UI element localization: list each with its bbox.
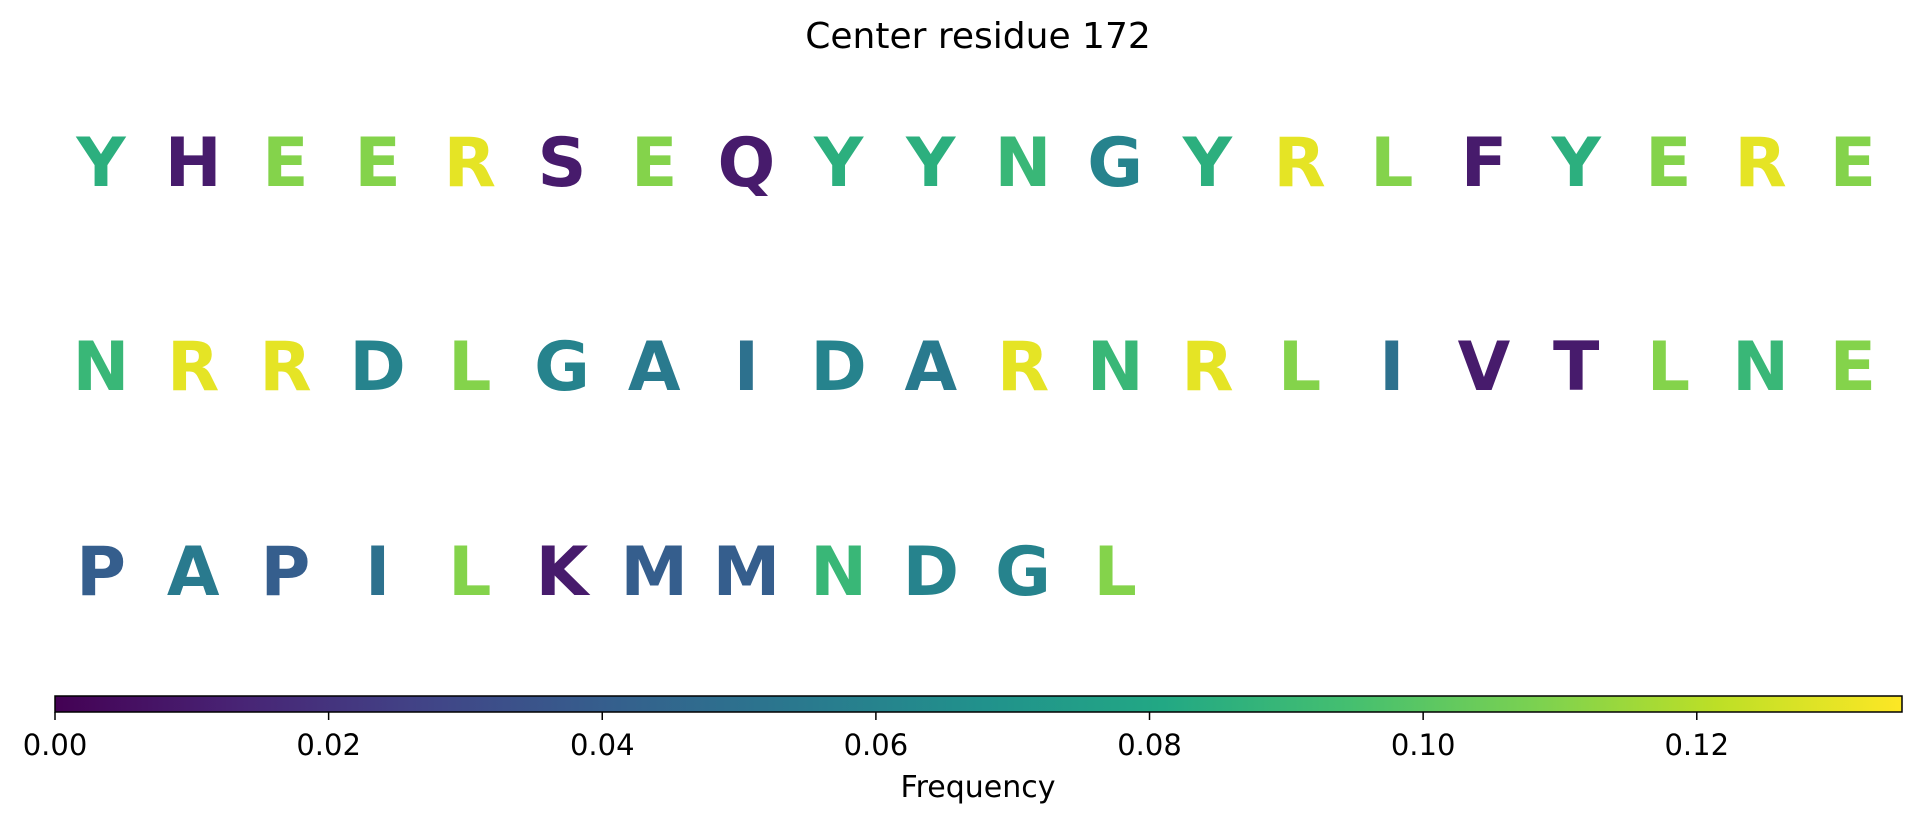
colorbar: 0.00 0.02 0.04 0.06 0.08 0.10 0.12 Frequency [23,695,1903,805]
colorbar-ticks: 0.00 0.02 0.04 0.06 0.08 0.10 0.12 [23,712,1729,762]
residue-letter: L [1278,328,1321,407]
residue-letter: M [620,533,688,612]
residue-letter: R [1273,124,1325,203]
residue-letter: R [167,328,219,407]
residue-letter: N [810,533,867,612]
residue-letter: P [76,533,126,612]
residue-letter: E [1830,124,1876,203]
colorbar-tick-label: 0.06 [844,728,909,762]
residue-letter: F [1461,124,1507,203]
residue-letter: E [354,124,400,203]
colorbar-gradient [54,695,1903,713]
residue-letter: A [628,328,681,407]
residue-letter: L [1647,328,1690,407]
residue-letter: T [1553,328,1600,407]
residue-letter: N [1087,328,1144,407]
residue-letter: D [903,533,959,612]
residue-letter: K [536,533,591,612]
residue-letter: R [444,124,496,203]
residue-letter: S [538,124,587,203]
residue-letter: L [1094,533,1137,612]
residue-letter: I [1379,328,1404,407]
residue-letter: Y [1551,124,1602,203]
residue-letter: R [1734,124,1786,203]
residue-letter: L [448,533,491,612]
residue-letter: E [1645,124,1691,203]
colorbar-tick-label: 0.00 [23,728,88,762]
colorbar-label: Frequency [901,770,1056,805]
residue-letter: E [631,124,677,203]
residue-letter: N [995,124,1052,203]
residue-letter: N [1732,328,1789,407]
residue-letter: Y [75,124,126,203]
residue-grid: Y H E E R S E Q Y Y N G Y R L F Y E R EN R R D L G A I D A R N R L I V T L N E… [73,124,1876,612]
colorbar-tick-label: 0.10 [1391,728,1456,762]
residue-letter: H [165,124,222,203]
colorbar-tick-label: 0.12 [1664,728,1729,762]
residue-letter: G [1087,124,1143,203]
colorbar-tick-label: 0.04 [570,728,635,762]
residue-letter: Y [813,124,864,203]
residue-letter: E [262,124,308,203]
residue-letter: Y [905,124,956,203]
residue-letter: G [534,328,590,407]
residue-letter: D [810,328,866,407]
residue-letter: R [997,328,1049,407]
residue-letter: I [734,328,759,407]
residue-letter: I [365,533,390,612]
residue-letter: A [904,328,957,407]
chart-title: Center residue 172 [805,16,1151,57]
residue-letter: R [1181,328,1233,407]
residue-letter: G [995,533,1051,612]
residue-letter: E [1830,328,1876,407]
residue-letter: R [259,328,311,407]
residue-letter: P [260,533,310,612]
residue-letter: V [1458,328,1511,407]
residue-letter: N [73,328,130,407]
residue-letter: A [167,533,220,612]
residue-letter: M [713,533,781,612]
residue-letter: L [1370,124,1413,203]
residue-letter: Y [1182,124,1233,203]
residue-letter: Q [717,124,775,203]
residue-letter: L [448,328,491,407]
colorbar-tick-label: 0.08 [1117,728,1182,762]
colorbar-tick-label: 0.02 [296,728,361,762]
residue-letter: D [349,328,405,407]
